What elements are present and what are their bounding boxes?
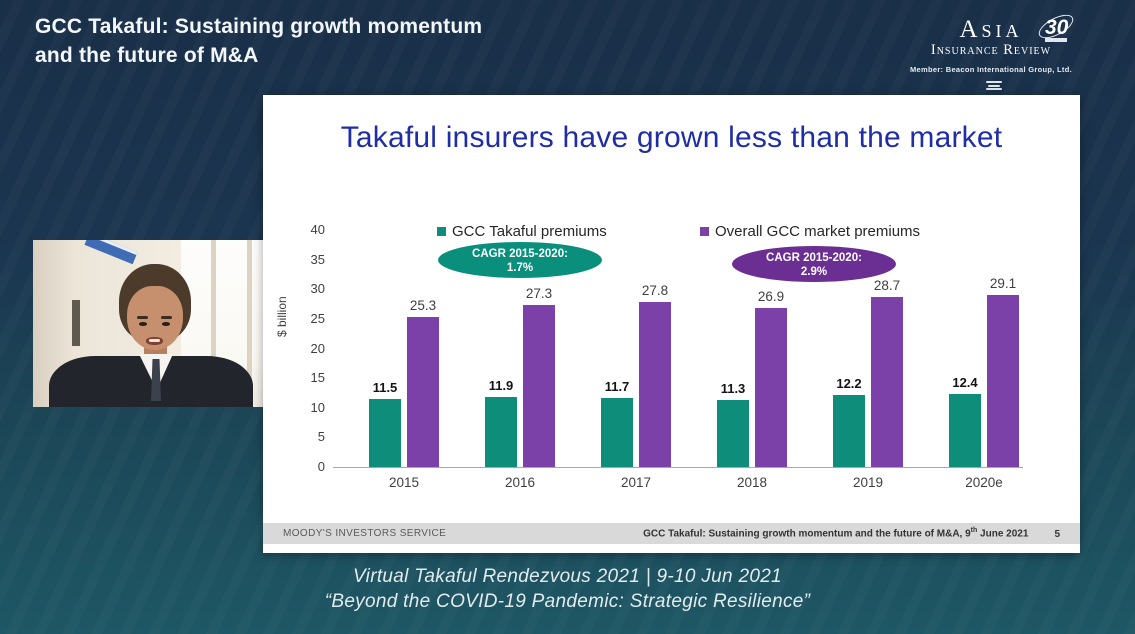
cagr-label: CAGR 2015-2020: (766, 251, 862, 264)
bar-2017-series1 (639, 302, 671, 467)
webcam-window-frame (211, 240, 216, 407)
beacon-group-emblem-icon (985, 80, 1002, 92)
webinar-title-line1: GCC Takaful: Sustaining growth momentum (35, 15, 483, 38)
y-tick-label: 20 (310, 340, 325, 356)
legend-gcc-takaful-premiums: GCC Takaful premiums (437, 223, 607, 240)
badge-ribbon-icon (1045, 38, 1067, 42)
event-caption-line1: Virtual Takaful Rendezvous 2021 | 9-10 J… (353, 566, 782, 587)
speaker-teeth (149, 339, 160, 342)
cagr-value: 2.9% (800, 265, 828, 278)
bar-value-label: 12.4 (952, 374, 978, 390)
webcam-wall-picture (84, 240, 138, 265)
webcam-wall-frame (72, 300, 80, 346)
x-tick-label: 2020e (965, 475, 1003, 490)
bar-2016-series0 (485, 396, 517, 467)
speaker-tie (151, 359, 161, 401)
legend-label: GCC Takaful premiums (452, 223, 607, 240)
bar-value-label: 26.9 (757, 288, 785, 304)
slide-page-number: 5 (1054, 528, 1060, 540)
bar-value-label: 27.3 (525, 286, 553, 302)
event-caption: Virtual Takaful Rendezvous 2021 | 9-10 J… (0, 564, 1135, 614)
bar-value-label: 11.9 (488, 377, 514, 393)
speaker-eye (162, 322, 170, 326)
bar-2019-series1 (871, 296, 903, 467)
webinar-title-line2: and the future of M&A (35, 44, 259, 67)
y-tick-label: 0 (317, 459, 325, 474)
event-caption-line2: “Beyond the COVID-19 Pandemic: Strategic… (324, 591, 811, 612)
bar-value-label: 29.1 (989, 275, 1017, 291)
bar-2018-series1 (755, 307, 787, 467)
bar-value-label: 25.3 (409, 298, 437, 314)
x-tick-label: 2016 (504, 475, 536, 490)
bar-value-label: 12.2 (836, 375, 862, 391)
y-axis: 0 5 10 15 20 25 30 35 40 (263, 222, 333, 474)
bar-value-label: 11.7 (604, 378, 630, 394)
y-tick-label: 40 (310, 222, 325, 237)
slide-title: Takaful insurers have grown less than th… (340, 121, 1003, 154)
y-tick-label: 10 (310, 399, 325, 415)
logo-member-line: Member: Beacon International Group, Ltd. (909, 65, 1072, 75)
y-tick-label: 5 (317, 429, 325, 445)
bar-2015-series1 (407, 317, 439, 467)
y-tick-label: 25 (310, 310, 325, 326)
cagr-callout-market: CAGR 2015-2020: 2.9% (732, 246, 896, 282)
cagr-callout-takaful: CAGR 2015-2020: 1.7% (438, 242, 602, 278)
presentation-slide: Takaful insurers have grown less than th… (263, 95, 1080, 553)
logo-30th-anniversary-badge: 30 (1035, 10, 1077, 46)
legend-label: Overall GCC market premiums (715, 223, 921, 240)
bar-2018-series0 (717, 400, 749, 467)
webcam-window-frame (247, 240, 252, 407)
legend-marker-teal (437, 227, 446, 236)
x-tick-label: 2019 (852, 475, 884, 490)
cagr-value: 1.7% (506, 261, 534, 274)
y-tick-label: 35 (310, 251, 325, 267)
logo-text-insurance-review: Insurance Review (930, 42, 1052, 58)
slide-footer-bar: MOODY'S INVESTORS SERVICE GCC Takaful: S… (263, 523, 1080, 544)
bar-2016-series1 (523, 305, 555, 467)
x-tick-label: 2017 (620, 475, 652, 490)
speaker-eyebrow (137, 316, 148, 319)
x-tick-label: 2015 (388, 475, 420, 490)
bar-2020e-series1 (987, 294, 1019, 467)
speaker-eye (139, 322, 147, 326)
bar-2017-series0 (601, 397, 633, 467)
speaker-webcam-video[interactable] (33, 240, 263, 407)
x-axis-line (333, 467, 1023, 468)
slide-footer-title: GCC Takaful: Sustaining growth momentum … (643, 527, 1060, 540)
badge-number: 30 (1045, 16, 1069, 39)
plot-area: 11.5 25.3 2015 11.9 27.3 2016 11.7 27.8 2017 11.3… (340, 230, 1020, 490)
asia-insurance-review-logo: Asia Insurance Review 30 Member: Beacon … (905, 10, 1077, 95)
legend-marker-purple (700, 227, 709, 236)
bar-value-label: 11.3 (720, 381, 746, 397)
cagr-label: CAGR 2015-2020: (472, 247, 568, 260)
bar-2015-series0 (369, 398, 401, 467)
bar-value-label: 11.5 (372, 379, 398, 395)
x-tick-label: 2018 (736, 475, 768, 490)
y-tick-label: 30 (310, 281, 325, 297)
bar-2019-series0 (833, 394, 865, 467)
webinar-title: GCC Takaful: Sustaining growth momentum … (35, 12, 482, 70)
bar-value-label: 27.8 (641, 283, 669, 299)
logo-text-asia: Asia (959, 16, 1023, 43)
moodys-brand-text: MOODY'S INVESTORS SERVICE (283, 528, 447, 539)
speaker-eyebrow (161, 316, 172, 319)
y-tick-label: 15 (310, 370, 325, 386)
legend-overall-gcc-market-premiums: Overall GCC market premiums (700, 223, 920, 240)
bar-value-label: 28.7 (873, 277, 901, 293)
bar-2020e-series0 (949, 393, 981, 467)
